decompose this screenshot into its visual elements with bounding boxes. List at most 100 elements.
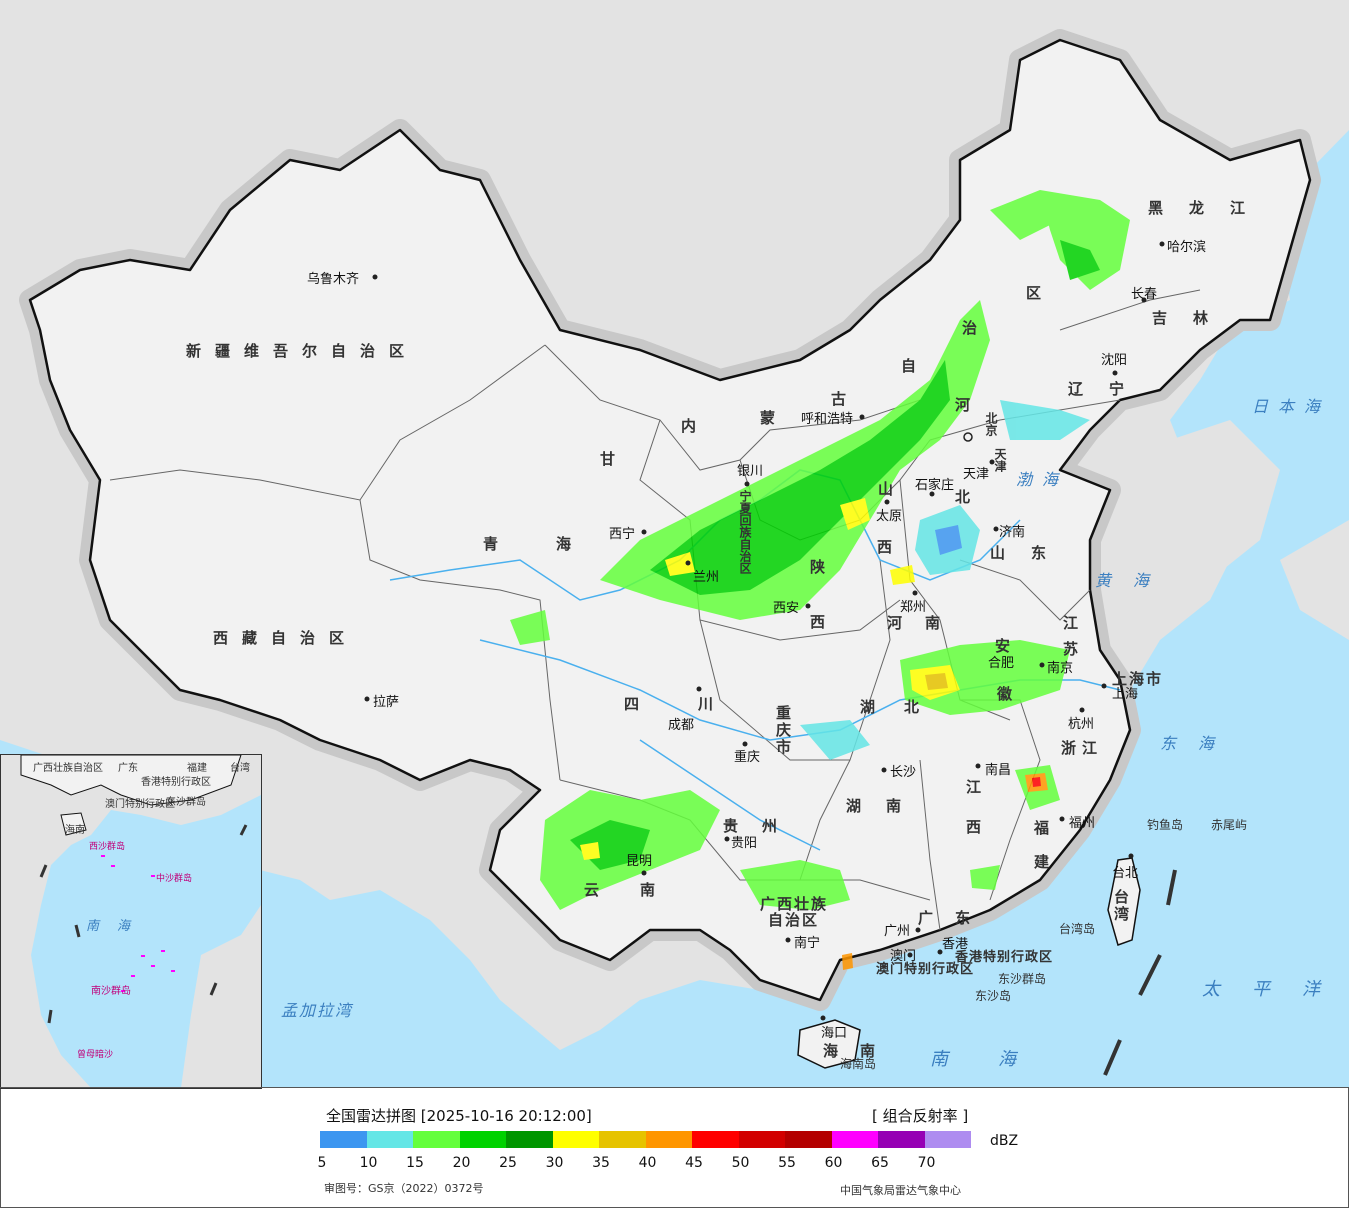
inset-zhongsha: 中沙群岛 [156,874,193,884]
inset-south-sea: 南海 [86,919,149,934]
legend-swatch [320,1131,367,1148]
inset-hk: 香港特别行政区 [141,777,211,788]
province-heilongjiang: 黑龙江 [1148,199,1272,217]
approval-number: 审图号：GS京（2022）0372号 [324,1182,484,1195]
province-neimenggu-5: 治 [962,319,992,337]
province-hunan-1: 湖 [846,797,876,815]
province-hubei-1: 湖 [860,698,890,716]
province-sichuan-1: 四 [624,695,654,713]
city-nanchang: 南昌 [985,763,1012,778]
city-chengdu: 成都 [668,718,695,733]
inset-dongsha: 东沙群岛 [166,797,206,808]
map-bottom-border [0,1087,1349,1088]
city-hefei: 合肥 [988,656,1015,671]
province-liaoning: 辽宁 [1068,380,1151,398]
inset-nansha: 南沙群岛 [91,986,131,997]
sea-bohai: 渤海 [1016,470,1069,489]
legend-swatch [831,1131,878,1148]
sea-east: 东海 [1160,734,1237,753]
city-macau: 澳门 [890,949,917,964]
city-lhasa: 拉萨 [373,695,400,710]
south-china-sea-inset: 广西壮族自治区 广东 福建 台湾 香港特别行政区 澳门特别行政区 东沙群岛 海南… [0,754,262,1089]
city-markers [364,241,1165,1021]
city-changchun: 长春 [1131,287,1158,302]
inset-taiwan: 台湾 [230,763,250,774]
province-neimenggu-2: 蒙 [760,409,790,427]
province-yunnan-2: 南 [640,881,670,899]
legend-swatch [924,1131,971,1148]
legend-swatch [506,1131,553,1148]
province-jiangxi-2: 西 [966,818,996,836]
province-sichuan-2: 川 [698,695,728,713]
city-urumqi: 乌鲁木齐 [307,272,360,287]
inset-macau: 澳门特别行政区 [105,799,175,810]
province-neimenggu-6: 区 [1026,284,1056,302]
legend-tick-label: 70 [917,1155,936,1171]
inset-xisha: 西沙群岛 [89,842,126,852]
province-fujian-1: 福 [1034,819,1064,837]
legend-swatch [599,1131,646,1148]
city-nanjing: 南京 [1047,661,1074,676]
inset-guangxi: 广西壮族自治区 [33,763,103,774]
city-harbin: 哈尔滨 [1167,240,1207,255]
legend-swatch [692,1131,739,1148]
province-ningxia: 宁夏回族自治区 [738,490,752,574]
legend-swatch [552,1131,599,1148]
city-shanghai: 上海 [1112,687,1139,702]
inset-fujian: 福建 [187,763,207,774]
province-jiangxi-1: 江 [966,778,996,796]
organization-name: 中国气象局雷达气象中心 [840,1184,961,1197]
legend-product: [ 组合反射率 ] [872,1107,969,1125]
city-xian: 西安 [773,601,800,616]
legend-colorbar [320,1131,971,1148]
legend-tick-label: 5 [317,1155,327,1171]
province-henan-1: 河 [887,614,917,632]
inset-map [1,755,261,1088]
province-shandong: 山东 [990,544,1073,562]
province-jiangsu-1: 江 [1063,614,1093,632]
island-dongsha-dao: 东沙岛 [975,989,1012,1003]
island-chiwei: 赤尾屿 [1211,818,1248,832]
maritime-boundary [1103,869,1177,1076]
inset-zengmu: 曾母暗沙 [77,1050,114,1060]
province-xinjiang: 新疆维吾尔自治区 [186,342,419,360]
city-lanzhou: 兰州 [693,570,720,585]
province-jilin: 吉林 [1152,309,1235,327]
city-jinan: 济南 [999,525,1026,540]
sea-japan: 日本海 [1252,397,1331,416]
legend-tick-label: 65 [871,1155,889,1171]
island-taiwan: 台湾岛 [1059,922,1096,936]
province-chongqing: 重庆市 [774,705,792,756]
island-hainan: 海南岛 [840,1057,877,1071]
inset-hainan: 海南 [65,825,85,836]
legend-swatch [366,1131,413,1148]
province-shanghai: 上海市 [1112,670,1164,688]
province-gansu: 甘 [600,450,630,468]
sea-pacific: 太平洋 [1202,979,1349,1000]
province-guizhou: 贵州 [723,817,802,835]
legend-tick-label: 45 [685,1155,703,1171]
legend-tick-label: 50 [731,1155,750,1171]
city-nanning: 南宁 [794,936,821,951]
province-xizang: 西藏自治区 [213,629,359,647]
province-yunnan-1: 云 [584,881,614,899]
province-fujian-2: 建 [1034,853,1064,871]
legend-tick-label: 40 [638,1155,657,1171]
province-hebei-1: 河 [955,396,985,414]
sea-bengal: 孟加拉湾 [281,1001,354,1020]
sea-south: 南海 [930,1049,1066,1070]
hainan-island [797,1019,861,1069]
legend-tick-label: 60 [824,1155,843,1171]
city-kunming: 昆明 [626,854,653,869]
province-shanxi-1: 山 [878,480,908,498]
legend-tick-label: 35 [592,1155,610,1171]
city-tianjin: 天津 [963,467,990,482]
city-taibei: 台北 [1112,866,1139,881]
legend-swatch [413,1131,460,1148]
legend-swatch [785,1131,832,1148]
legend-tick-label: 55 [778,1155,796,1171]
japan-korea-land [1170,420,1349,640]
legend-title: 全国雷达拼图 [2025-10-16 20:12:00] [326,1107,592,1125]
legend-tick-label: 20 [452,1155,471,1171]
province-zhejiang: 浙江 [1061,739,1104,757]
